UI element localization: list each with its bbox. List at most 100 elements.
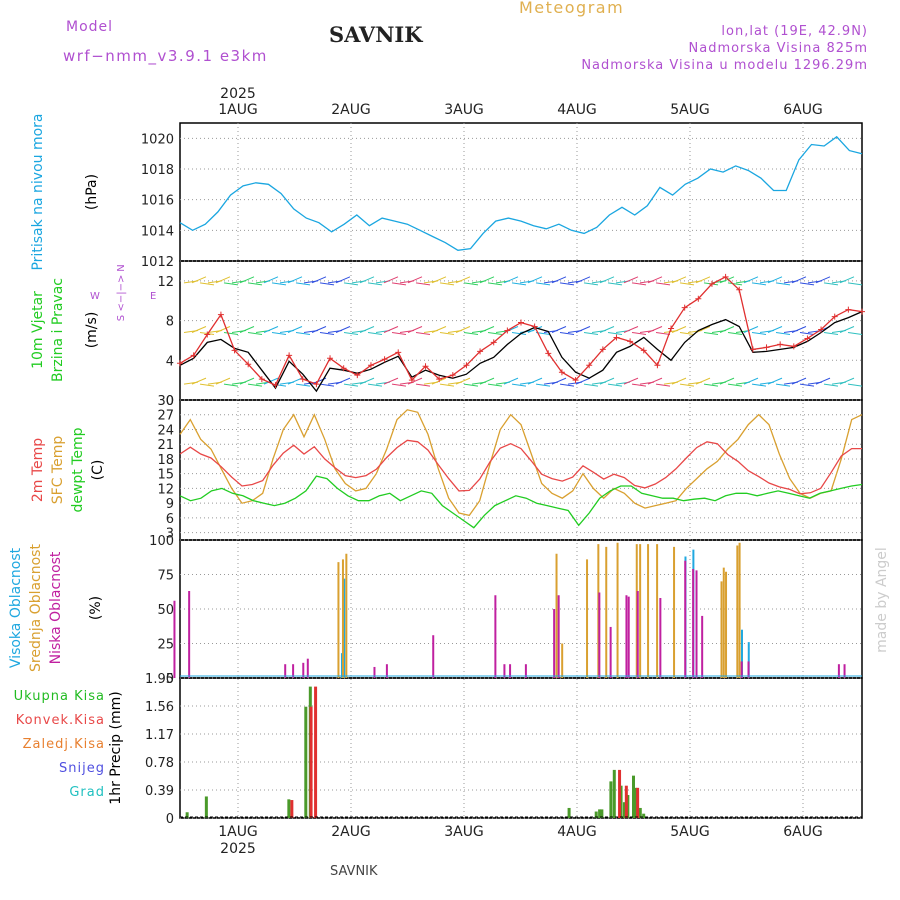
wind-direction-arrow — [239, 377, 255, 385]
wind-direction-arrow — [703, 383, 719, 387]
wind-direction-arrow — [823, 331, 839, 335]
wind-direction-arrow — [223, 331, 239, 335]
wind-tick-label: 4 — [166, 354, 174, 369]
precip-bar — [632, 775, 635, 818]
precip-bar — [624, 785, 628, 818]
wind-direction-arrow — [367, 282, 383, 286]
top-day-label: 5AUG — [670, 102, 710, 118]
panel-frame-wind — [179, 260, 863, 401]
wind-direction-arrow — [247, 383, 263, 387]
wind-tick-label: 8 — [166, 315, 174, 330]
wind-direction-arrow — [815, 276, 831, 284]
wind-direction-arrow — [647, 276, 663, 284]
precip-bar — [609, 781, 613, 818]
wind-direction-arrow — [599, 377, 615, 385]
wind-direction-arrow — [695, 326, 711, 333]
precip-bar — [185, 812, 189, 818]
wind-direction-arrow — [479, 377, 495, 385]
precip-tick-label: 1.56 — [145, 700, 174, 715]
wind-direction-arrow — [551, 326, 567, 333]
model-name: wrf−nmm_v3.9.1 e3km — [63, 47, 268, 65]
wind-direction-arrow — [535, 282, 551, 286]
wind-direction-arrow — [799, 383, 815, 387]
panel-frame-temperature — [179, 399, 863, 541]
wind-direction-arrow — [335, 276, 351, 284]
wind-direction-arrow — [311, 326, 327, 333]
wind-direction-arrow — [191, 276, 207, 284]
wind-direction-arrow — [367, 331, 383, 335]
wind-direction-arrow — [607, 282, 623, 286]
wind-direction-arrow — [575, 326, 591, 333]
wind-direction-arrow — [671, 377, 687, 385]
precip-bar — [619, 785, 623, 818]
wind-direction-arrow — [583, 282, 599, 286]
wind-direction-arrow — [383, 276, 399, 284]
wind-direction-arrow — [439, 383, 455, 387]
wind-direction-arrow — [367, 383, 383, 387]
wind-direction-arrow — [223, 383, 239, 387]
top-day-label: 4AUG — [557, 102, 597, 118]
compass-arrow: <−|−> — [116, 275, 127, 312]
precip-legend-3: Snijeg — [59, 761, 105, 776]
precip-ylabel: 1hr Precip (mm) — [108, 691, 124, 804]
wind-direction-arrow — [239, 326, 255, 333]
mid-cloud-label: Srednja Oblacnost — [28, 544, 44, 672]
temperature-tick-label: 9 — [166, 497, 174, 512]
wind-direction-arrow — [743, 377, 759, 385]
wind-direction-arrow — [463, 282, 479, 286]
temperature-tick-label: 30 — [157, 394, 174, 409]
top-day-label: 6AUG — [783, 102, 823, 118]
precip-bar — [594, 811, 598, 818]
wind-direction-arrow — [295, 383, 311, 387]
wind-direction-arrow — [247, 331, 263, 335]
wind-direction-arrow — [455, 276, 471, 284]
wind-direction-arrow — [583, 383, 599, 387]
precip-bar — [204, 796, 208, 818]
wind-direction-arrow — [727, 383, 743, 387]
wind-direction-arrow — [719, 377, 735, 385]
wind-ylabel: (m/s) — [84, 312, 100, 349]
wind-direction-arrow — [775, 383, 791, 387]
wind-direction-arrow — [215, 326, 231, 333]
wind-direction-arrow — [847, 282, 863, 286]
wind-direction-arrow — [823, 383, 839, 387]
precip-bar — [618, 769, 622, 818]
wind-direction-arrow — [535, 383, 551, 387]
pressure-tick-label: 1020 — [141, 132, 174, 147]
wind-direction-arrow — [623, 326, 639, 333]
wind-direction-arrow — [487, 331, 503, 335]
top-year-label: 2025 — [220, 86, 256, 102]
wind-direction-arrow — [439, 331, 455, 335]
wind-direction-arrow — [743, 326, 759, 333]
wind-direction-arrow — [199, 383, 215, 387]
wind-direction-arrow — [335, 326, 351, 333]
wind-direction-arrow — [191, 377, 207, 385]
clouds-tick-label: 75 — [157, 569, 174, 584]
clouds-tick-label: 25 — [157, 638, 174, 653]
wind-direction-arrow — [247, 282, 263, 286]
precip-bar — [598, 809, 602, 818]
wind-direction-arrow — [431, 326, 447, 333]
pressure-tick-label: 1018 — [141, 163, 174, 178]
wind-direction-arrow — [655, 282, 671, 286]
temperature-tick-label: 18 — [157, 453, 174, 468]
wind-direction-arrow — [263, 326, 279, 333]
wind-direction-arrow — [671, 276, 687, 284]
wind-direction-arrow — [415, 331, 431, 335]
wind-direction-arrow — [679, 383, 695, 387]
wind-direction-arrow — [791, 326, 807, 333]
wind-direction-arrow — [815, 377, 831, 385]
temp2m-label: 2m Temp — [30, 438, 46, 502]
wind-direction-arrow — [719, 276, 735, 284]
wind-direction-arrow — [607, 383, 623, 387]
wind-direction-arrow — [479, 326, 495, 333]
wind-tick-label: 12 — [157, 275, 174, 290]
precip-legend-1: Konvek.Kisa — [16, 713, 105, 728]
wind-direction-arrow — [215, 377, 231, 385]
wind-direction-arrow — [551, 377, 567, 385]
wind-direction-arrow — [511, 331, 527, 335]
wind-direction-arrow — [743, 276, 759, 284]
sfc-temp-label: SFC Temp — [50, 436, 66, 505]
wind-direction-arrow — [599, 276, 615, 284]
wind-direction-arrow — [439, 282, 455, 286]
